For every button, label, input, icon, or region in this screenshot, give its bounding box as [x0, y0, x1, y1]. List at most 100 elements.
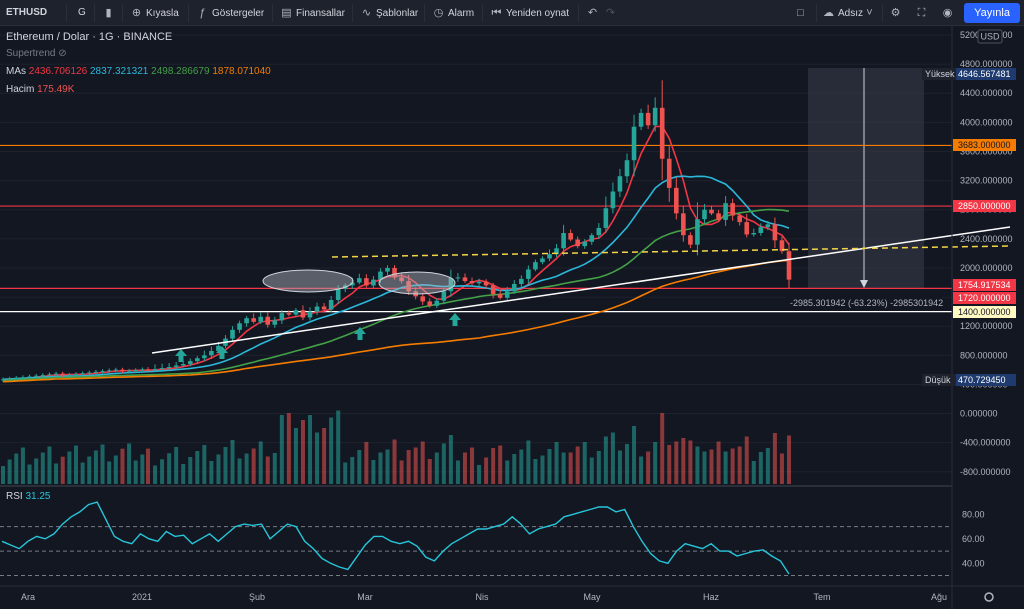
- publish-button[interactable]: Yayınla: [964, 3, 1020, 23]
- volume-bar: [582, 442, 587, 484]
- candle: [202, 355, 207, 359]
- replay-button[interactable]: ⏮ Yeniden oynat: [490, 4, 569, 22]
- candle: [561, 233, 566, 249]
- compare-button[interactable]: ⊕ Kıyasla: [130, 4, 179, 22]
- candle: [582, 241, 588, 247]
- candle: [258, 316, 264, 322]
- volume-bar: [120, 448, 125, 484]
- candle: [279, 313, 285, 321]
- rsi-pane: [0, 501, 952, 577]
- settings-button[interactable]: ⚙: [889, 4, 905, 22]
- layout-name-label: Adsız: [838, 8, 864, 19]
- volume-bar: [427, 459, 432, 484]
- candle: [335, 289, 341, 300]
- volume-label: Hacim: [6, 84, 35, 95]
- volume-bar: [20, 447, 25, 484]
- volume-bar: [462, 452, 467, 484]
- eye-slash-icon[interactable]: ⊘: [58, 48, 67, 59]
- price-tick-label: 4400.000000: [960, 88, 1013, 98]
- candle: [526, 269, 531, 279]
- volume-bar: [554, 442, 559, 484]
- settings-gear-icon[interactable]: [984, 592, 994, 602]
- candle: [14, 377, 19, 379]
- fullscreen-button[interactable]: ⛶: [915, 4, 931, 22]
- trendline-yellow-dashed[interactable]: [331, 245, 1011, 258]
- volume-bar: [610, 432, 615, 484]
- ma-line-red[interactable]: [2, 125, 790, 381]
- layout-name-button[interactable]: ☁ Adsız ˅: [822, 4, 879, 22]
- volume-bar: [209, 461, 214, 484]
- volume-bar: [758, 452, 763, 484]
- time-tick-label: Şub: [249, 592, 265, 602]
- arrow-up-icon[interactable]: [449, 313, 461, 326]
- volume-bar: [216, 454, 221, 484]
- volume-bar: [93, 450, 98, 484]
- alarm-button[interactable]: ◷ Alarm: [432, 4, 474, 22]
- candle: [702, 209, 707, 220]
- volume-bar: [632, 426, 637, 484]
- undo-button[interactable]: ↶: [586, 4, 602, 22]
- volume-bar: [533, 459, 538, 484]
- candle: [441, 291, 447, 301]
- candle: [357, 278, 362, 283]
- time-axis[interactable]: Ara 2021 Şub Mar Nis May Haz Tem Ağu: [21, 592, 947, 602]
- candle: [272, 320, 278, 325]
- toolbar-divider: [66, 4, 67, 22]
- volume-bar: [40, 452, 45, 484]
- volume-legend[interactable]: Hacim 175.49K: [6, 84, 74, 95]
- candle: [497, 294, 503, 298]
- snapshot-button[interactable]: ◉: [941, 4, 957, 22]
- highlight-ellipse[interactable]: [262, 269, 354, 293]
- volume-bar: [167, 453, 172, 484]
- financials-button[interactable]: ▤ Finansallar: [280, 4, 345, 22]
- candle: [554, 248, 559, 255]
- candle: [230, 329, 235, 339]
- templates-button[interactable]: ∿ Şablonlar: [360, 4, 418, 22]
- toolbar-divider: [272, 4, 273, 22]
- price-tick-label: 4800.000000: [960, 59, 1013, 69]
- candle: [152, 369, 158, 371]
- rsi-line[interactable]: [1, 501, 790, 575]
- volume-bar: [399, 460, 404, 484]
- chart-area[interactable]: -2985.301942 (-63.23%) -2985301942 5200.…: [0, 26, 1024, 609]
- ma-line-orange[interactable]: [2, 259, 790, 383]
- chart-type-button[interactable]: ▮: [102, 4, 118, 22]
- indicators-button[interactable]: ƒ Göstergeler: [196, 4, 264, 22]
- layout-button[interactable]: □: [794, 4, 810, 22]
- arrow-up-icon[interactable]: [216, 346, 228, 359]
- price-tag-value: 3683.000000: [958, 140, 1011, 150]
- time-tick-label: Tem: [813, 592, 830, 602]
- redo-icon: ↷: [605, 7, 616, 19]
- toolbar-divider: [816, 4, 817, 22]
- interval-button[interactable]: G: [78, 7, 86, 18]
- volume-bar: [455, 460, 460, 484]
- mas-legend[interactable]: MAs 2436.706126 2837.321321 2498.286679 …: [6, 66, 271, 77]
- redo-button[interactable]: ↷: [604, 4, 620, 22]
- candle: [575, 239, 580, 247]
- volume-bar: [357, 450, 362, 484]
- ma-line-green[interactable]: [2, 208, 790, 382]
- currency-badge[interactable]: [977, 29, 1003, 44]
- price-tick-label: 3600.000000: [960, 146, 1013, 156]
- candle: [251, 318, 256, 322]
- volume-bar: [737, 446, 742, 484]
- volume-bar: [772, 433, 777, 484]
- volume-bar: [505, 460, 510, 484]
- volume-bar: [519, 449, 524, 484]
- candle: [113, 369, 118, 371]
- arrow-up-icon[interactable]: [175, 349, 187, 362]
- volume-bar: [74, 445, 78, 484]
- volume-bar: [723, 451, 728, 484]
- rsi-legend[interactable]: RSI 31.25: [6, 491, 50, 502]
- highlight-ellipse[interactable]: [378, 271, 456, 295]
- price-tag-box: [953, 279, 1016, 291]
- symbol-search[interactable]: ETHUSD: [6, 7, 48, 18]
- volume-bar: [526, 440, 531, 484]
- candle: [617, 176, 623, 192]
- volume-bar: [385, 449, 390, 484]
- candle: [67, 374, 72, 376]
- arrow-up-icon[interactable]: [354, 327, 366, 340]
- mas-label: MAs: [6, 66, 26, 77]
- price-tag-value: 470.729450: [958, 375, 1006, 385]
- supertrend-legend[interactable]: Supertrend ⊘: [6, 48, 67, 59]
